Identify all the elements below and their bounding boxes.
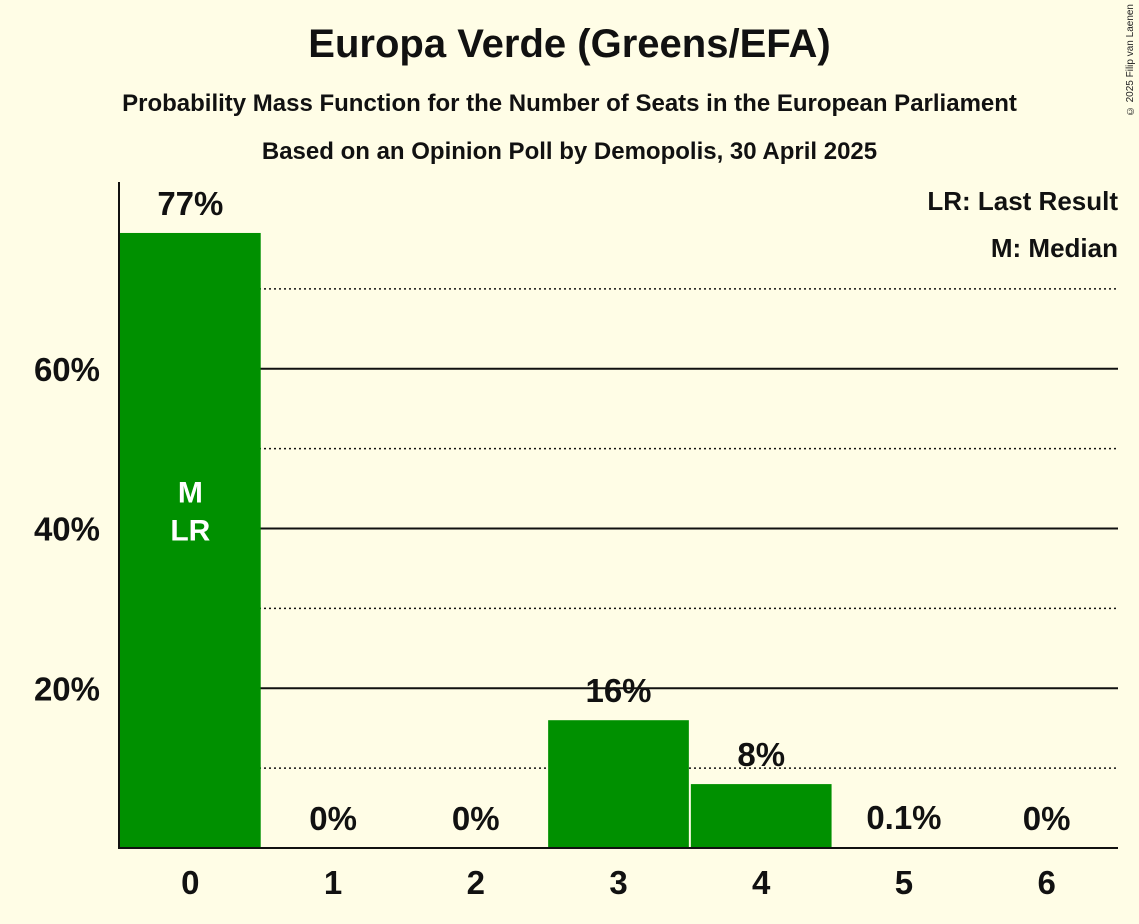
bar-0: [120, 232, 261, 848]
y-tick-label: 60%: [34, 351, 100, 388]
x-tick-label: 5: [895, 864, 913, 901]
data-label-2: 0%: [452, 800, 500, 837]
bars: [120, 232, 975, 848]
x-tick-label: 1: [324, 864, 342, 901]
x-tick-label: 2: [467, 864, 485, 901]
gridlines: 20% 40% 60%: [34, 288, 1118, 769]
y-tick-label: 20%: [34, 670, 100, 707]
data-labels: 77% 0 0% 1 0% 2 16% 3 8% 4 0.1% 5 0% 6 M LR: [157, 185, 1070, 901]
data-label-1: 0%: [309, 800, 357, 837]
chart-title: Europa Verde (Greens/EFA): [308, 22, 831, 66]
y-tick-label: 40%: [34, 511, 100, 548]
x-tick-label: 0: [181, 864, 199, 901]
chart-subtitle: Probability Mass Function for the Number…: [122, 90, 1017, 117]
legend-median: M: Median: [991, 233, 1118, 263]
data-label-6: 0%: [1023, 800, 1071, 837]
legend-last-result: LR: Last Result: [927, 186, 1118, 216]
data-label-5: 0.1%: [866, 799, 941, 836]
axes: [118, 182, 1118, 849]
chart-source: Based on an Opinion Poll by Demopolis, 3…: [261, 138, 878, 165]
bar-3: [548, 720, 689, 848]
x-tick-label: 4: [752, 864, 771, 901]
bar-annotation-lr: LR: [170, 514, 210, 547]
data-label-4: 8%: [737, 736, 785, 773]
data-label-3: 16%: [585, 672, 651, 709]
bar-4: [690, 784, 832, 848]
data-label-0: 77%: [157, 185, 223, 222]
x-tick-label: 6: [1037, 864, 1055, 901]
bar-annotation-m: M: [178, 476, 203, 509]
x-tick-label: 3: [609, 864, 627, 901]
